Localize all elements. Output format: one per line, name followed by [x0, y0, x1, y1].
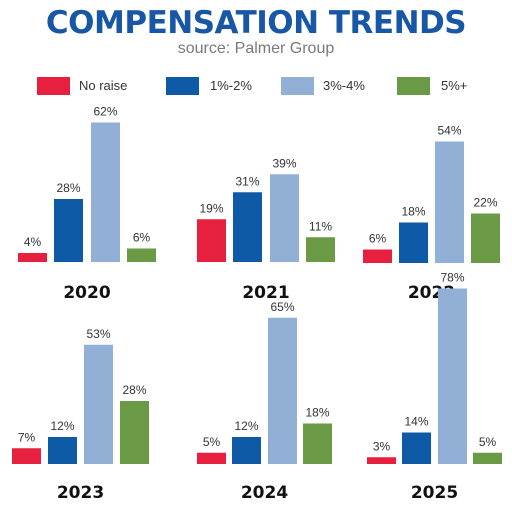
data-label: 18%	[401, 205, 425, 219]
data-label: 14%	[404, 415, 428, 429]
chart-2020: 4% 28% 62% 6% 2020	[18, 105, 156, 303]
data-label: 22%	[473, 196, 497, 210]
bar-5-	[471, 213, 500, 263]
legend-label: No raise	[79, 78, 128, 93]
chart-year-title: 2020	[63, 283, 110, 303]
chart-2024: 5% 12% 65% 18% 2024	[197, 300, 332, 503]
bar-3-4-	[435, 141, 464, 263]
data-label: 5%	[203, 435, 221, 449]
bar-1-2-	[399, 222, 428, 263]
data-label: 53%	[86, 327, 110, 341]
bar-1-2-	[233, 192, 262, 262]
data-label: 11%	[309, 219, 332, 233]
bar-1-2-	[402, 432, 431, 464]
legend-swatch-1-2	[166, 77, 199, 95]
data-label: 18%	[305, 406, 329, 420]
chart-2022: 6%18%54%22%2022	[363, 124, 500, 303]
legend-swatch-no-raise	[37, 77, 70, 95]
bar-3-4-	[270, 174, 299, 262]
data-label: 31%	[235, 174, 259, 188]
bar-3-4-	[268, 317, 297, 464]
bar-3-4-	[438, 288, 467, 464]
data-label: 5%	[479, 435, 497, 449]
data-label: 39%	[272, 156, 296, 170]
chart-2021: 19% 31% 39% 11% 2021	[197, 156, 335, 303]
bar-no-raise	[367, 457, 396, 464]
chart-year-title: 2025	[411, 483, 458, 503]
data-label: 28%	[122, 383, 146, 397]
bar-no-raise	[363, 249, 392, 263]
legend-label: 1%-2%	[210, 78, 252, 93]
chart-year-title: 2023	[57, 483, 104, 503]
bar-5-	[306, 237, 335, 262]
data-label: 54%	[437, 124, 461, 138]
chart-year-title: 2021	[242, 283, 289, 303]
chart-2023: 7% 12% 53% 28% 2023	[12, 327, 149, 503]
data-label: 28%	[56, 181, 80, 195]
legend-label: 5%+	[441, 78, 468, 93]
bar-5-	[127, 248, 156, 262]
bar-5-	[473, 452, 502, 464]
bar-3-4-	[91, 122, 120, 262]
data-label: 78%	[440, 271, 464, 285]
bar-3-4-	[84, 344, 113, 464]
bar-no-raise	[12, 448, 41, 464]
chart-2025: 3% 14% 78% 5% 2025	[367, 271, 502, 503]
source-subtitle: source: Palmer Group	[177, 40, 335, 57]
legend-swatch-3-4	[281, 77, 314, 95]
bar-1-2-	[48, 437, 77, 464]
bar-5-	[120, 401, 149, 464]
data-label: 65%	[270, 300, 294, 314]
bar-5-	[303, 423, 332, 464]
data-label: 12%	[234, 419, 258, 433]
data-label: 12%	[50, 419, 74, 433]
data-label: 6%	[133, 231, 151, 245]
data-label: 7%	[18, 430, 36, 444]
bar-no-raise	[197, 452, 226, 464]
data-label: 62%	[93, 105, 117, 119]
bar-no-raise	[18, 253, 47, 262]
data-label: 4%	[24, 235, 42, 249]
chart-year-title: 2024	[241, 483, 288, 503]
bar-1-2-	[232, 437, 261, 464]
legend-swatch-5-plus	[397, 77, 430, 95]
legend-label: 3%-4%	[323, 78, 365, 93]
data-label: 19%	[199, 201, 223, 215]
data-label: 3%	[373, 439, 391, 453]
page-title: COMPENSATION TRENDS	[45, 5, 467, 41]
data-label: 6%	[369, 232, 387, 246]
bar-no-raise	[197, 219, 226, 262]
bar-1-2-	[54, 199, 83, 262]
legend: No raise 1%-2% 3%-4% 5%+	[0, 76, 512, 96]
